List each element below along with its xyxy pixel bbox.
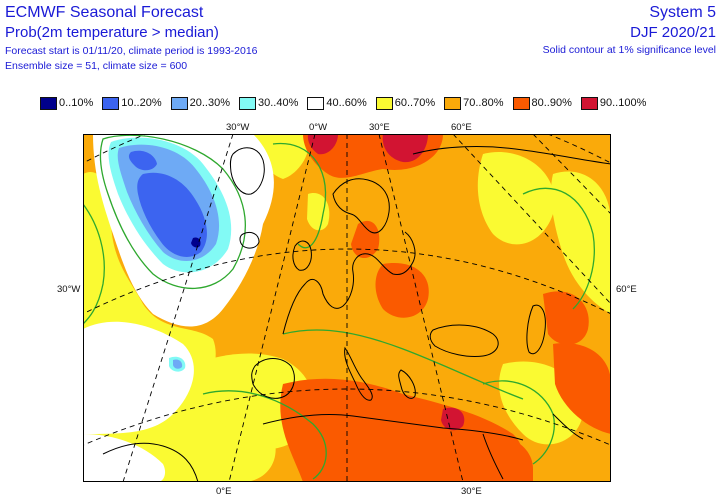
- system-label: System 5: [649, 4, 716, 21]
- legend-swatch: [444, 96, 462, 110]
- significance-contour-atlantic: [99, 134, 246, 290]
- coord-bottom-0e: 0°E: [216, 486, 232, 497]
- coastline-iberia: [251, 358, 295, 399]
- significance-contour-europe: [282, 329, 524, 400]
- coord-left-30w: 30°W: [57, 284, 81, 295]
- significance-contour-east: [522, 187, 595, 310]
- legend-item: 40..60%: [307, 96, 367, 110]
- coastline-red-sea: [482, 433, 504, 480]
- graticule-lon-60e: [452, 134, 611, 305]
- legend-label: 30..40%: [258, 97, 299, 109]
- legend-label: 0..10%: [59, 97, 94, 109]
- ensemble-size-note: Ensemble size = 51, climate size = 600: [5, 60, 188, 72]
- coord-top-0w: 0°W: [309, 122, 328, 133]
- field-redorange-central: [375, 263, 429, 318]
- legend-item: 90..100%: [580, 96, 647, 110]
- legend-swatch: [307, 96, 325, 110]
- legend-swatch: [512, 96, 530, 110]
- legend-item: 60..70%: [375, 96, 436, 110]
- coastline-caspian: [526, 304, 546, 355]
- field-yellow-russia: [477, 152, 555, 245]
- legend-swatch: [102, 96, 120, 110]
- legend-swatch: [375, 96, 393, 110]
- field-darkblue-core: [191, 237, 201, 248]
- coastline-iceland: [239, 231, 260, 249]
- graticule-lat-mid: [83, 248, 611, 315]
- coastline-italy: [344, 346, 373, 401]
- legend-swatch: [170, 96, 188, 110]
- graticule-lon-30w: [122, 134, 234, 482]
- coastline-uk: [292, 240, 312, 271]
- coord-top-60e: 60°E: [451, 122, 472, 133]
- field-white-west: [83, 321, 194, 434]
- coord-top-30e: 30°E: [369, 122, 390, 133]
- field-red-sahara: [441, 407, 465, 431]
- coastline-greenland: [229, 147, 265, 195]
- graticule-lon-90e: [532, 134, 611, 215]
- field-yellow-siberia: [551, 171, 611, 314]
- map-title: ECMWF Seasonal Forecast: [5, 4, 204, 21]
- legend-label: 20..30%: [189, 97, 230, 109]
- legend-swatch: [239, 96, 256, 110]
- legend-item: 80..90%: [512, 96, 572, 110]
- significance-contour-north: [272, 142, 327, 249]
- graticule-lon-30e: [378, 134, 464, 482]
- map-subtitle: Prob(2m temperature > median): [5, 24, 219, 41]
- field-redorange-southeast: [460, 433, 533, 482]
- legend-item: 20..30%: [170, 96, 230, 110]
- legend-label: 90..100%: [599, 97, 647, 109]
- graticule-lat-high: [83, 134, 611, 164]
- field-lightblue-azores: [173, 359, 183, 369]
- probability-map: [83, 134, 611, 482]
- significance-contour-west: [83, 203, 105, 325]
- legend-label: 70..80%: [463, 97, 504, 109]
- significance-contour-mideast: [482, 380, 555, 465]
- coastline-scandinavia: [332, 178, 390, 234]
- field-blue-atlantic-north: [128, 150, 157, 171]
- legend-item: 0..10%: [40, 96, 94, 110]
- coastline-persian-gulf: [552, 413, 584, 440]
- legend-item: 70..80%: [444, 96, 504, 110]
- legend-swatch: [580, 96, 598, 110]
- coastline-west-africa: [102, 442, 199, 482]
- forecast-start-note: Forecast start is 01/11/20, climate peri…: [5, 45, 258, 57]
- field-white-southwest: [83, 434, 166, 482]
- legend-item: 30..40%: [239, 96, 299, 110]
- graticule-lat-low: [83, 388, 611, 446]
- coastline-greece: [398, 369, 416, 399]
- significance-contour-south: [202, 390, 327, 480]
- legend-label: 80..90%: [531, 97, 572, 109]
- coord-right-60e: 60°E: [616, 284, 637, 295]
- coastline-europe: [282, 231, 416, 335]
- legend-item: 10..20%: [102, 96, 162, 110]
- field-blue-atlantic: [137, 172, 207, 257]
- coord-top-30w: 30°W: [226, 122, 250, 133]
- field-red-barents: [382, 134, 428, 163]
- coastline-arctic-russia: [412, 146, 611, 165]
- field-yellow-scandinavia: [307, 193, 330, 231]
- legend-label: 60..70%: [394, 97, 436, 109]
- coord-bottom-30e: 30°E: [461, 486, 482, 497]
- legend-swatch: [40, 96, 57, 110]
- graticule-lon-0: [228, 134, 316, 482]
- significance-note: Solid contour at 1% significance level: [542, 44, 716, 56]
- field-red-arctic: [307, 134, 338, 155]
- field-redorange-east: [553, 343, 611, 434]
- legend-label: 40..60%: [326, 97, 367, 109]
- season-label: DJF 2020/21: [630, 24, 716, 41]
- coastline-north-africa: [262, 413, 524, 441]
- legend-label: 10..20%: [121, 97, 162, 109]
- color-legend: 0..10% 10..20% 20..30% 30..40% 40..60% 60..70…: [40, 95, 655, 111]
- map-frame: [83, 134, 611, 482]
- coastline-black-sea: [429, 324, 499, 357]
